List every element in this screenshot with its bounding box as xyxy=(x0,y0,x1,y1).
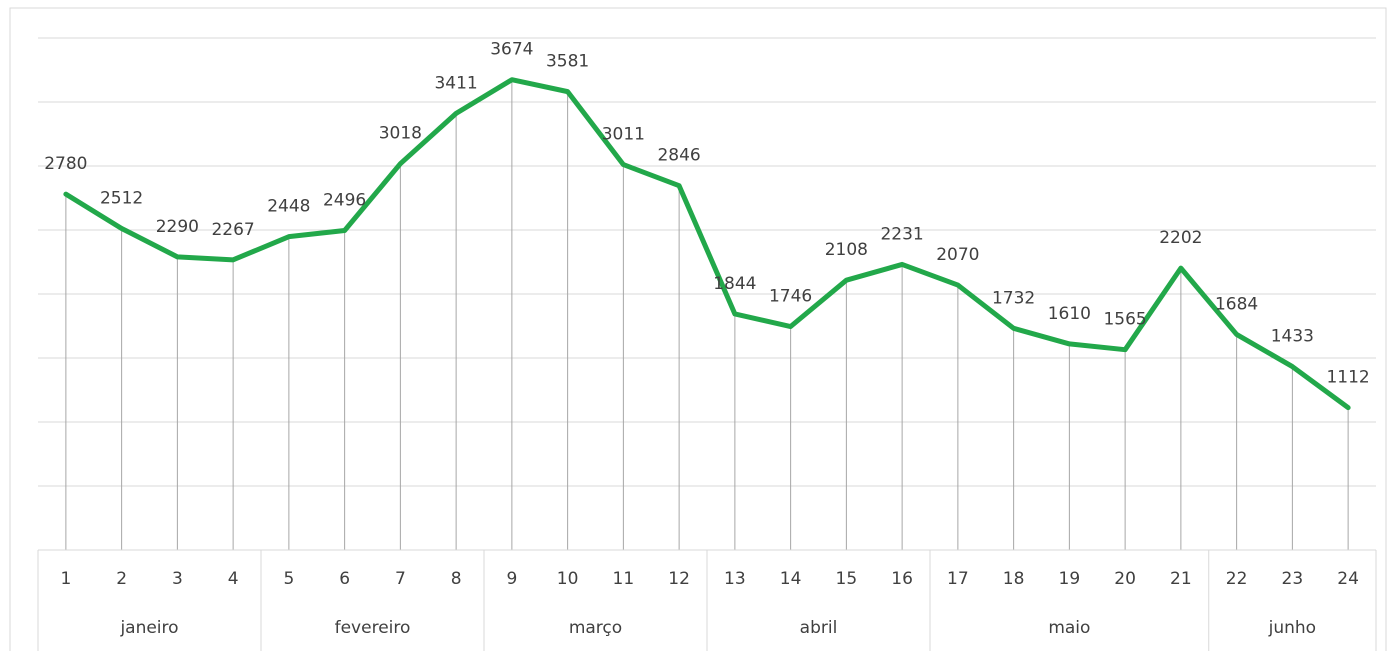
data-label: 2496 xyxy=(323,191,366,211)
group-label: fevereiro xyxy=(335,618,411,638)
chart-border xyxy=(9,7,1387,651)
x-tick-label: 3 xyxy=(172,569,183,589)
x-tick-label: 5 xyxy=(283,569,294,589)
data-label: 2070 xyxy=(936,245,979,265)
group-label: junho xyxy=(1268,618,1316,638)
group-label: janeiro xyxy=(119,618,178,638)
data-label: 2202 xyxy=(1159,228,1202,248)
data-label: 2512 xyxy=(100,188,143,208)
data-label: 1732 xyxy=(992,288,1035,308)
x-tick-label: 8 xyxy=(451,569,462,589)
x-tick-label: 24 xyxy=(1337,569,1359,589)
data-label: 2846 xyxy=(657,146,700,166)
data-label: 3411 xyxy=(434,73,477,93)
x-tick-label: 16 xyxy=(891,569,913,589)
data-label: 2780 xyxy=(44,154,87,174)
data-line xyxy=(63,77,1351,411)
x-tick-label: 19 xyxy=(1059,569,1081,589)
data-label: 2108 xyxy=(825,240,868,260)
group-label: março xyxy=(569,618,622,638)
data-label: 3581 xyxy=(546,52,589,72)
x-tick-label: 7 xyxy=(395,569,406,589)
data-label: 2267 xyxy=(211,220,254,240)
x-tick-label: 2 xyxy=(116,569,127,589)
group-label: abril xyxy=(800,618,838,638)
data-label: 1610 xyxy=(1048,304,1091,324)
x-tick-label: 1 xyxy=(60,569,71,589)
x-tick-label: 9 xyxy=(506,569,517,589)
data-label: 1684 xyxy=(1215,294,1258,314)
x-tick-label: 10 xyxy=(557,569,579,589)
x-tick-label: 17 xyxy=(947,569,969,589)
x-tick-label: 6 xyxy=(339,569,350,589)
x-tick-label: 23 xyxy=(1282,569,1304,589)
data-label: 2231 xyxy=(880,224,923,244)
data-label: 1433 xyxy=(1271,327,1314,347)
x-tick-label: 14 xyxy=(780,569,802,589)
data-label: 1844 xyxy=(713,274,756,294)
x-tick-label: 20 xyxy=(1114,569,1136,589)
data-label: 1112 xyxy=(1326,368,1369,388)
x-tick-label: 13 xyxy=(724,569,746,589)
data-label: 1746 xyxy=(769,287,812,307)
x-tick-label: 4 xyxy=(228,569,239,589)
data-label: 1565 xyxy=(1103,310,1146,330)
data-label: 2448 xyxy=(267,197,310,217)
data-label: 2290 xyxy=(156,217,199,237)
x-tick-label: 21 xyxy=(1170,569,1192,589)
x-tick-label: 18 xyxy=(1003,569,1025,589)
data-label: 3674 xyxy=(490,40,533,60)
x-tick-label: 11 xyxy=(613,569,635,589)
data-label: 3011 xyxy=(602,125,645,145)
x-tick-label: 22 xyxy=(1226,569,1248,589)
x-tick-label: 12 xyxy=(668,569,690,589)
data-label: 3018 xyxy=(379,124,422,144)
group-label: maio xyxy=(1048,618,1090,638)
x-tick-label: 15 xyxy=(836,569,858,589)
